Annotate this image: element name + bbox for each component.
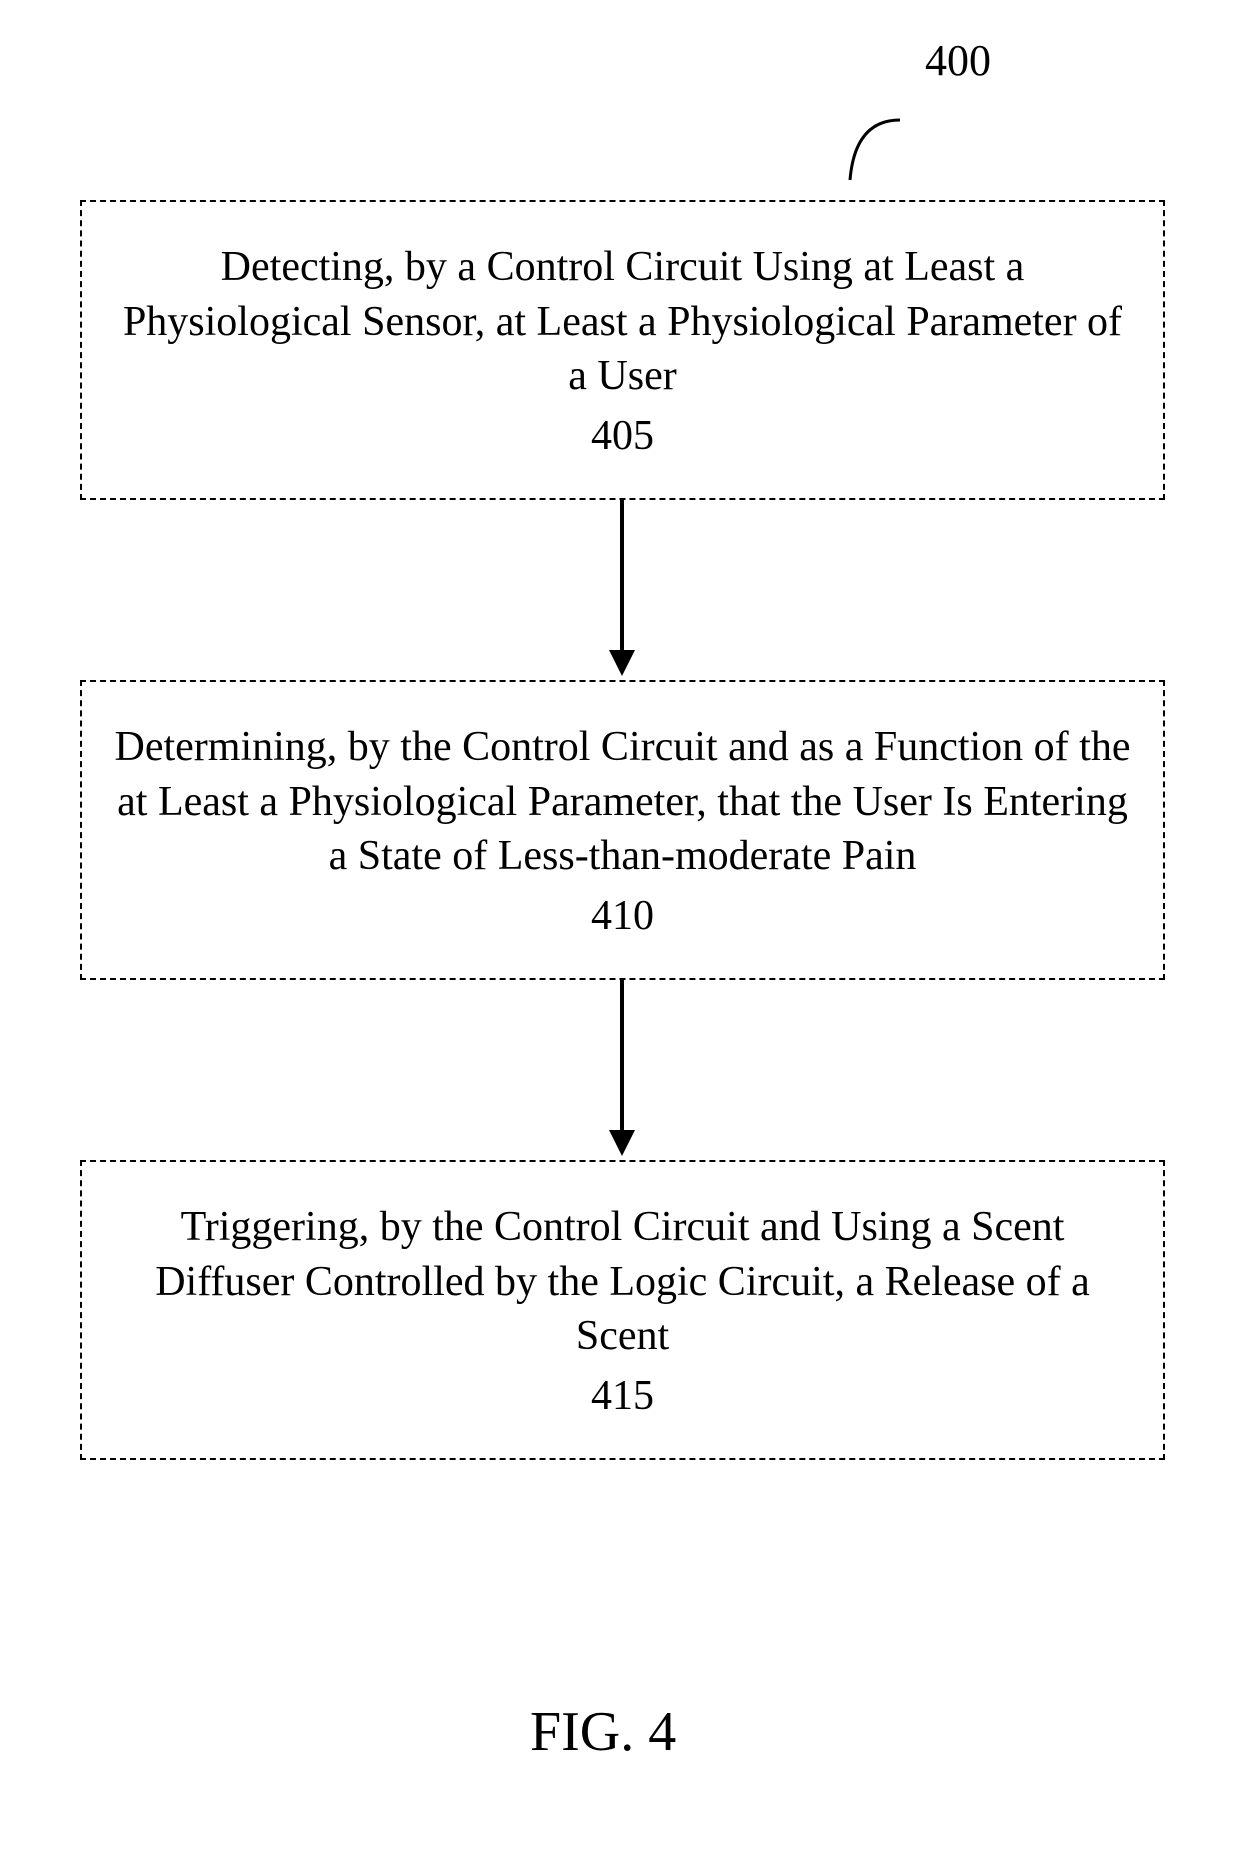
reference-pointer-arc — [850, 120, 900, 180]
flow-step-410: Determining, by the Control Circuit and … — [80, 680, 1165, 980]
diagram-canvas: 400 Detecting, by a Control Circuit Usin… — [0, 0, 1240, 1857]
flow-step-number: 415 — [591, 1372, 654, 1420]
figure-caption: FIG. 4 — [530, 1700, 676, 1764]
flow-step-415: Triggering, by the Control Circuit and U… — [80, 1160, 1165, 1460]
flow-step-number: 405 — [591, 412, 654, 460]
flow-arrow-head-icon — [609, 1130, 635, 1156]
flow-step-number: 410 — [591, 892, 654, 940]
flow-step-text: Determining, by the Control Circuit and … — [112, 720, 1133, 884]
flow-arrow-head-icon — [609, 650, 635, 676]
figure-reference-label: 400 — [925, 35, 991, 86]
flow-step-text: Triggering, by the Control Circuit and U… — [112, 1200, 1133, 1364]
flow-step-text: Detecting, by a Control Circuit Using at… — [112, 240, 1133, 404]
flow-step-405: Detecting, by a Control Circuit Using at… — [80, 200, 1165, 500]
